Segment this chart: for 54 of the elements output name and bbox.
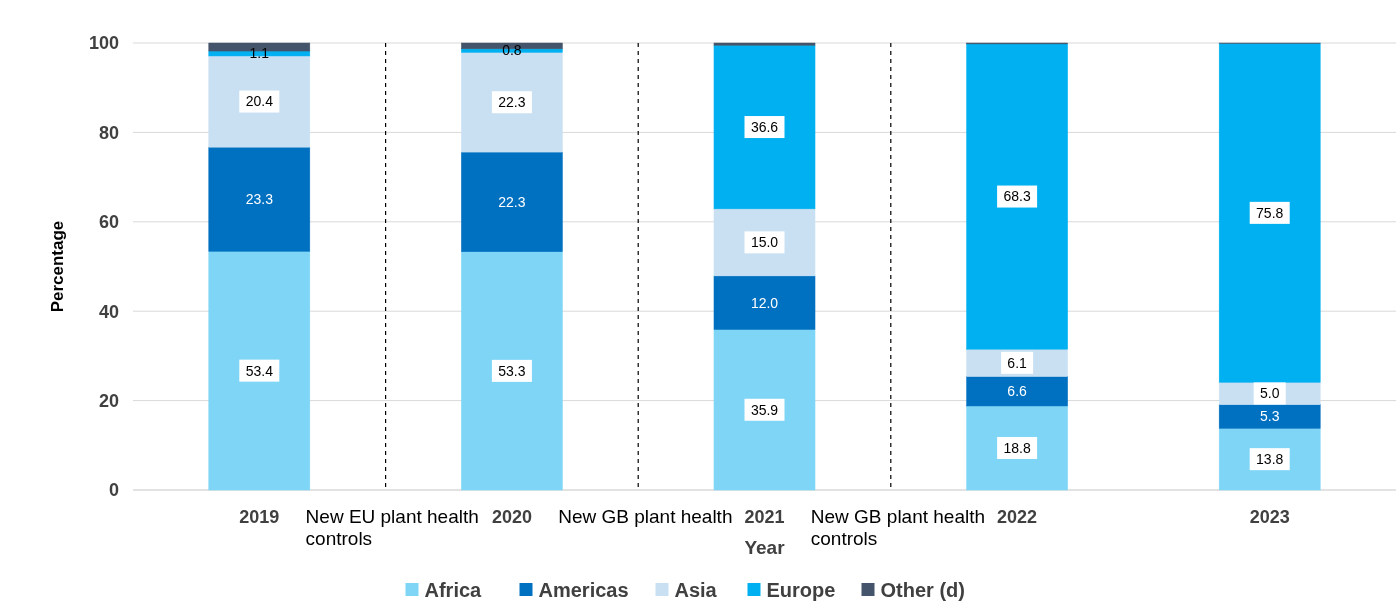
- bar: [1218, 43, 1321, 383]
- legend-label: Asia: [674, 579, 718, 601]
- text: New EU plant health controls: [305, 506, 479, 549]
- legend-label: Americas: [538, 579, 629, 601]
- y-axis-title: Percentage: [48, 220, 67, 313]
- data-label: 5.0: [1259, 385, 1280, 402]
- y-tick-label: 0: [108, 480, 119, 501]
- bar: [1218, 404, 1321, 429]
- bar: [713, 329, 816, 491]
- x-tick-label: 2020: [491, 507, 532, 527]
- data-label: 22.3: [498, 94, 526, 111]
- x-tick-label: 2023: [1249, 507, 1290, 527]
- data-label: 36.6: [750, 118, 779, 135]
- bar: [208, 146, 311, 252]
- data-label: 18.8: [1003, 439, 1031, 456]
- data-label: 20.4: [245, 93, 274, 110]
- y-tick-label: 40: [98, 301, 119, 322]
- text: New GB plant health controls: [810, 506, 986, 549]
- legend-label: Europe: [766, 579, 836, 601]
- data-label: 13.8: [1256, 451, 1284, 468]
- text: New GB plant health: [558, 506, 733, 527]
- bar: [208, 251, 311, 491]
- data-label: 35.9: [750, 401, 779, 418]
- bar: [461, 251, 563, 491]
- y-tick-label: 60: [98, 212, 119, 233]
- bar: [713, 208, 816, 277]
- y-tick-label: 100: [88, 33, 119, 54]
- bar: [713, 42, 816, 46]
- x-axis-title: Year: [744, 537, 786, 558]
- data-label: 22.3: [498, 193, 526, 210]
- data-label: 68.3: [1003, 188, 1031, 205]
- bar: [461, 151, 563, 252]
- x-tick-label: 2021: [744, 507, 785, 527]
- legend-label: Africa: [424, 579, 483, 601]
- bar: [713, 275, 816, 330]
- legend-label: Other (d): [880, 579, 965, 601]
- bar: [966, 376, 1068, 407]
- data-label: 53.3: [498, 362, 526, 379]
- bar: [966, 43, 1068, 350]
- bar: [966, 405, 1068, 491]
- data-label: 6.6: [1007, 383, 1028, 400]
- data-label: 12.0: [750, 294, 779, 311]
- data-label: 6.1: [1007, 354, 1028, 371]
- x-tick-label: 2019: [239, 507, 280, 527]
- y-tick-label: 80: [98, 122, 119, 143]
- bar: [713, 44, 816, 210]
- data-label: 15.0: [750, 234, 779, 251]
- y-tick-label: 20: [98, 390, 119, 411]
- data-label: 5.3: [1259, 408, 1280, 425]
- x-tick-label: 2022: [997, 507, 1038, 527]
- data-label: 23.3: [245, 191, 274, 208]
- bar: [1218, 428, 1321, 491]
- data-label: 75.8: [1256, 204, 1284, 221]
- data-label: 53.4: [245, 362, 274, 379]
